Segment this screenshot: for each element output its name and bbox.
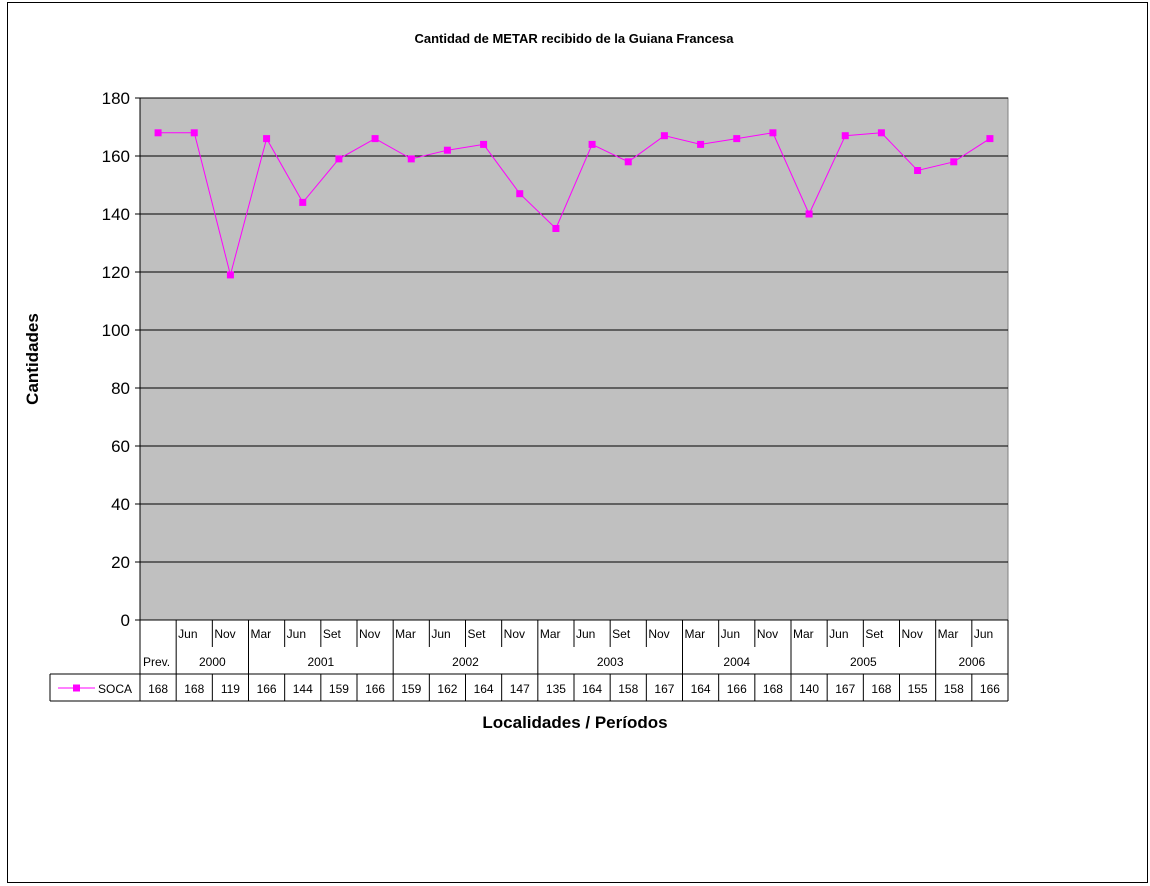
data-point [263,135,271,143]
data-point [443,146,451,154]
month-label: Set [323,627,342,641]
data-point [552,225,560,232]
y-tick-label: 180 [102,89,130,108]
y-tick-label: 80 [111,379,130,398]
table-value: 135 [546,682,566,696]
year-label: Prev. [143,655,170,669]
month-label: Mar [540,627,561,641]
legend-marker [73,684,80,692]
table-value: 159 [401,682,421,696]
data-point [624,158,632,166]
table-value: 166 [365,682,385,696]
year-label: 2001 [307,655,334,669]
month-label: Jun [431,627,450,641]
table-value: 162 [437,682,457,696]
table-value: 166 [257,682,277,696]
year-label: 2000 [199,655,226,669]
month-label: Set [865,627,884,641]
table-value: 158 [618,682,638,696]
data-point [226,271,234,279]
table-value: 164 [582,682,602,696]
data-table: Prev. 2000 2001 2002 2003 2004 2005 2006 Jun Nov M… [49,619,1009,702]
month-label: Jun [576,627,595,641]
month-label: Set [612,627,631,641]
table-value: 166 [980,682,1000,696]
month-label: Nov [504,627,525,641]
month-label: Set [468,627,487,641]
data-point [841,132,849,140]
data-point [733,135,741,143]
data-point [371,135,379,143]
month-label: Mar [251,627,272,641]
month-label: Jun [721,627,740,641]
data-point [190,129,198,137]
data-point [335,155,343,163]
legend-label: SOCA [98,682,132,696]
month-label: Nov [214,627,235,641]
x-axis-label: Localidades / Períodos [482,713,667,732]
month-label: Nov [757,627,778,641]
data-point [588,140,596,148]
y-tick-label: 40 [111,495,130,514]
data-point [950,158,958,166]
data-point [299,198,307,206]
y-tick-label: 120 [102,263,130,282]
series-line-soca [158,132,991,277]
table-value: 159 [329,682,349,696]
month-label: Jun [829,627,848,641]
data-point [805,210,813,218]
table-value: 168 [184,682,204,696]
y-tick-label: 160 [102,147,130,166]
table-value: 167 [654,682,674,696]
data-point [407,155,415,163]
table-value: 167 [835,682,855,696]
data-point [914,167,922,174]
month-label: Nov [359,627,380,641]
table-value: 164 [474,682,494,696]
data-point [480,140,488,148]
table-value: 144 [293,682,313,696]
month-label: Mar [685,627,706,641]
month-label: Jun [178,627,197,641]
table-value: 168 [148,682,168,696]
table-value: 119 [221,682,240,696]
data-point [986,135,994,143]
y-tick-label: 0 [121,611,130,630]
data-point [154,129,162,137]
month-label: Mar [938,627,959,641]
chart-title: Cantidad de METAR recibido de la Guiana … [414,31,734,46]
month-label: Nov [648,627,669,641]
month-label: Mar [793,627,814,641]
data-point [769,129,777,137]
year-label: 2003 [597,655,624,669]
table-value: 166 [727,682,747,696]
month-label: Jun [974,627,993,641]
y-tick-label: 20 [111,553,130,572]
plot-background [139,97,1009,621]
data-point [877,129,885,137]
data-point [697,140,705,148]
y-axis-label: Cantidades [23,313,42,405]
y-tick-label: 100 [102,321,130,340]
table-value: 155 [908,682,928,696]
table-value: 140 [799,682,819,696]
table-value: 168 [871,682,891,696]
table-value: 168 [763,682,783,696]
year-label: 2004 [723,655,750,669]
plot-area: 0 20 40 60 80 100 120 140 160 180 [102,89,1009,630]
year-label: 2005 [850,655,877,669]
y-tick-label: 60 [111,437,130,456]
month-label: Jun [287,627,306,641]
data-point [516,190,524,198]
table-value: 164 [691,682,711,696]
data-point [660,132,668,140]
y-tick-label: 140 [102,205,130,224]
year-label: 2002 [452,655,479,669]
month-label: Nov [902,627,923,641]
table-value: 147 [510,682,530,696]
month-label: Mar [395,627,416,641]
year-label: 2006 [958,655,985,669]
table-value: 158 [944,682,964,696]
